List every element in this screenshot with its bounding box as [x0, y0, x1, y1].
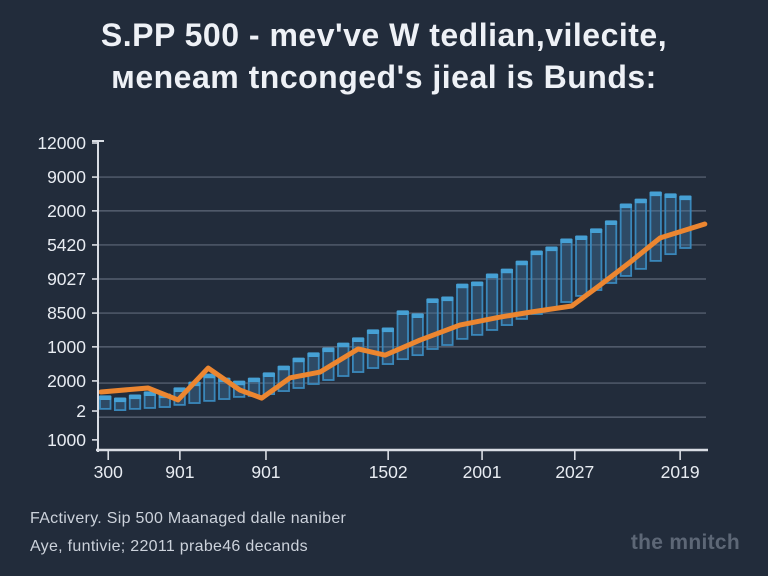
- footer-caption-line-1: FActivery. Sip 500 Maanaged dalle nanibe…: [30, 510, 347, 527]
- bar-cap: [545, 246, 558, 252]
- bar: [396, 310, 409, 361]
- bar-cap: [530, 250, 543, 256]
- bar-cap: [619, 203, 632, 209]
- bar-cap: [322, 347, 335, 353]
- bar: [530, 251, 543, 315]
- x-axis-label: 901: [251, 462, 280, 482]
- x-axis-label: 300: [94, 462, 123, 482]
- bar-cap: [99, 395, 112, 400]
- bar: [441, 297, 454, 346]
- bar-cap: [426, 298, 439, 303]
- y-axis-label: 2: [76, 401, 86, 421]
- y-axis-label: 2000: [47, 201, 86, 221]
- bar-cap: [441, 296, 454, 302]
- bar: [590, 228, 603, 291]
- bar: [664, 193, 677, 256]
- bar: [411, 314, 424, 357]
- bar-cap: [590, 228, 603, 233]
- bar-cap: [500, 268, 513, 274]
- bar-cap: [114, 397, 127, 403]
- bar-cap: [292, 357, 305, 363]
- bar-cap: [128, 394, 142, 400]
- bar-cap: [233, 380, 246, 386]
- bar-cap: [664, 193, 677, 198]
- bar: [515, 261, 528, 320]
- bar-cap: [485, 273, 499, 279]
- bar: [679, 196, 692, 249]
- page-title-line-1: S.PP 500 - mev've W tedlian,vilecite,: [100, 17, 668, 53]
- bar-cap: [352, 337, 365, 342]
- bar-cap: [411, 313, 424, 319]
- x-axis-label: 2019: [661, 462, 700, 482]
- page-title-line-2: мeneam tnconged's jieal is Bunds:: [111, 59, 657, 95]
- x-axis-label: 2001: [463, 462, 502, 482]
- brand-watermark: the mnitch: [630, 531, 740, 554]
- bar-cap: [471, 281, 484, 287]
- bar-cap: [337, 342, 350, 348]
- y-axis-label: 12000: [37, 133, 86, 153]
- y-axis-label: 2000: [47, 371, 86, 391]
- bar: [351, 337, 365, 373]
- x-axis-label: 901: [165, 462, 194, 482]
- x-axis-label: 1502: [369, 462, 408, 482]
- bar-cap: [366, 329, 380, 334]
- bar: [545, 247, 558, 309]
- bar: [471, 282, 484, 336]
- bar: [426, 298, 439, 350]
- bar: [575, 236, 588, 297]
- bar-cap: [575, 235, 588, 241]
- bar-cap: [277, 365, 290, 371]
- y-axis-label: 5420: [47, 235, 86, 255]
- bar-cap: [560, 238, 573, 244]
- footer-caption-line-2: Aye, funtivie; 22011 prabe46 decands: [30, 538, 308, 555]
- footer-caption: FActivery. Sip 500 Maanaged dalle nanibe…: [30, 505, 346, 561]
- bar-cap: [173, 387, 186, 393]
- page-title: S.PP 500 - mev've W tedlian,vilecite, мe…: [0, 14, 768, 98]
- bar-cap: [307, 352, 320, 358]
- bar-cap: [515, 260, 528, 266]
- bar-cap: [203, 373, 216, 379]
- y-axis-label: 1000: [47, 430, 86, 450]
- bar-cap: [247, 377, 261, 383]
- bar: [456, 284, 469, 340]
- bar-cap: [381, 327, 394, 333]
- bar-cap: [649, 191, 662, 197]
- bar: [203, 374, 216, 402]
- bar-cap: [679, 195, 692, 201]
- y-axis-label: 8500: [47, 303, 86, 323]
- y-axis-label: 1000: [47, 337, 86, 357]
- x-axis-label: 2027: [555, 462, 594, 482]
- bar-cap: [396, 310, 409, 315]
- bar-cap: [262, 372, 275, 377]
- bar-cap: [604, 220, 618, 225]
- y-axis-label: 9000: [47, 167, 86, 187]
- bar: [560, 239, 573, 303]
- y-axis-label: 9027: [47, 269, 86, 289]
- trend-line: [98, 221, 708, 403]
- bar: [381, 328, 395, 365]
- bar: [307, 353, 320, 385]
- bar-cap: [634, 198, 647, 204]
- bar: [649, 192, 662, 262]
- bar-cap: [456, 283, 469, 289]
